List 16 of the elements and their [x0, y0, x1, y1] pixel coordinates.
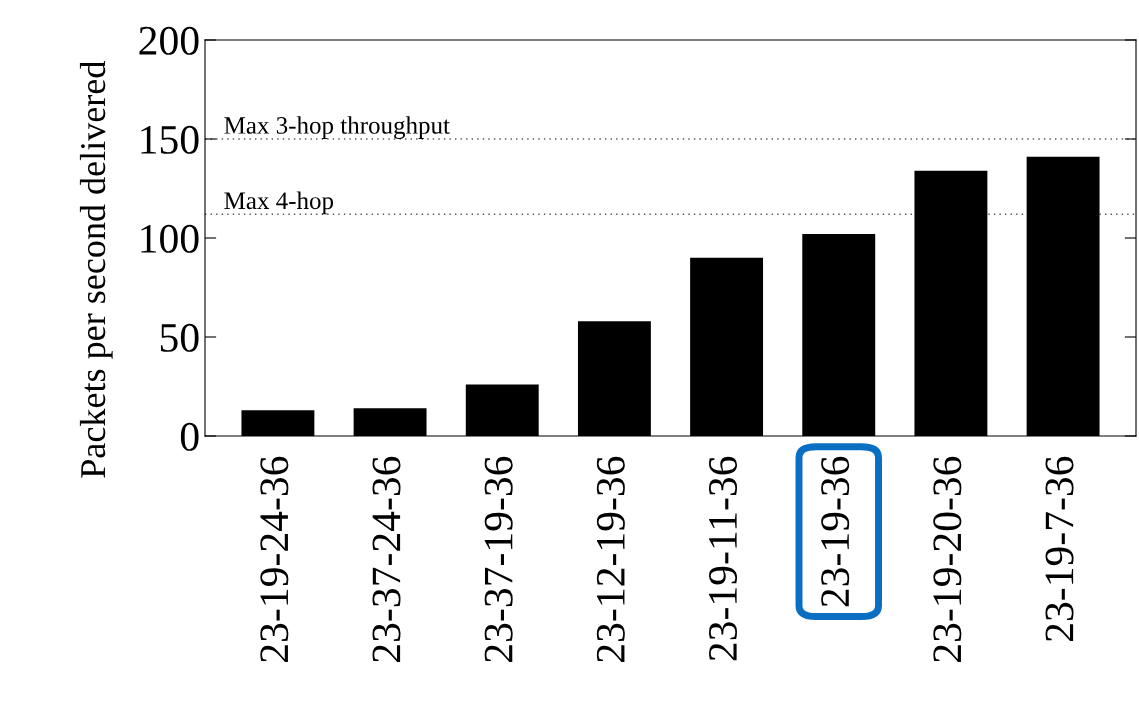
x-tick-label: 23-19-36: [821, 456, 850, 607]
y-tick-label: 50: [160, 323, 199, 352]
y-tick-label: 150: [141, 125, 199, 154]
y-tick-label: 100: [141, 224, 199, 253]
x-tick-label: 23-19-24-36: [260, 456, 289, 662]
y-tick-label: 0: [180, 422, 199, 451]
y-axis-title: Packets per second delivered: [79, 61, 113, 478]
x-tick-label: 23-12-19-36: [596, 456, 625, 662]
x-tick-label: 23-19-20-36: [933, 456, 962, 662]
x-tick-label: 23-37-19-36: [484, 456, 513, 662]
x-tick-label: 23-19-7-36: [1045, 456, 1074, 642]
ref-line-label: Max 3-hop throughput: [224, 116, 450, 139]
ref-line-label: Max 4-hop: [224, 191, 334, 215]
y-tick-label: 200: [139, 26, 199, 55]
x-tick-label: 23-19-11-36: [709, 456, 738, 661]
x-tick-label: 23-37-24-36: [372, 456, 401, 662]
